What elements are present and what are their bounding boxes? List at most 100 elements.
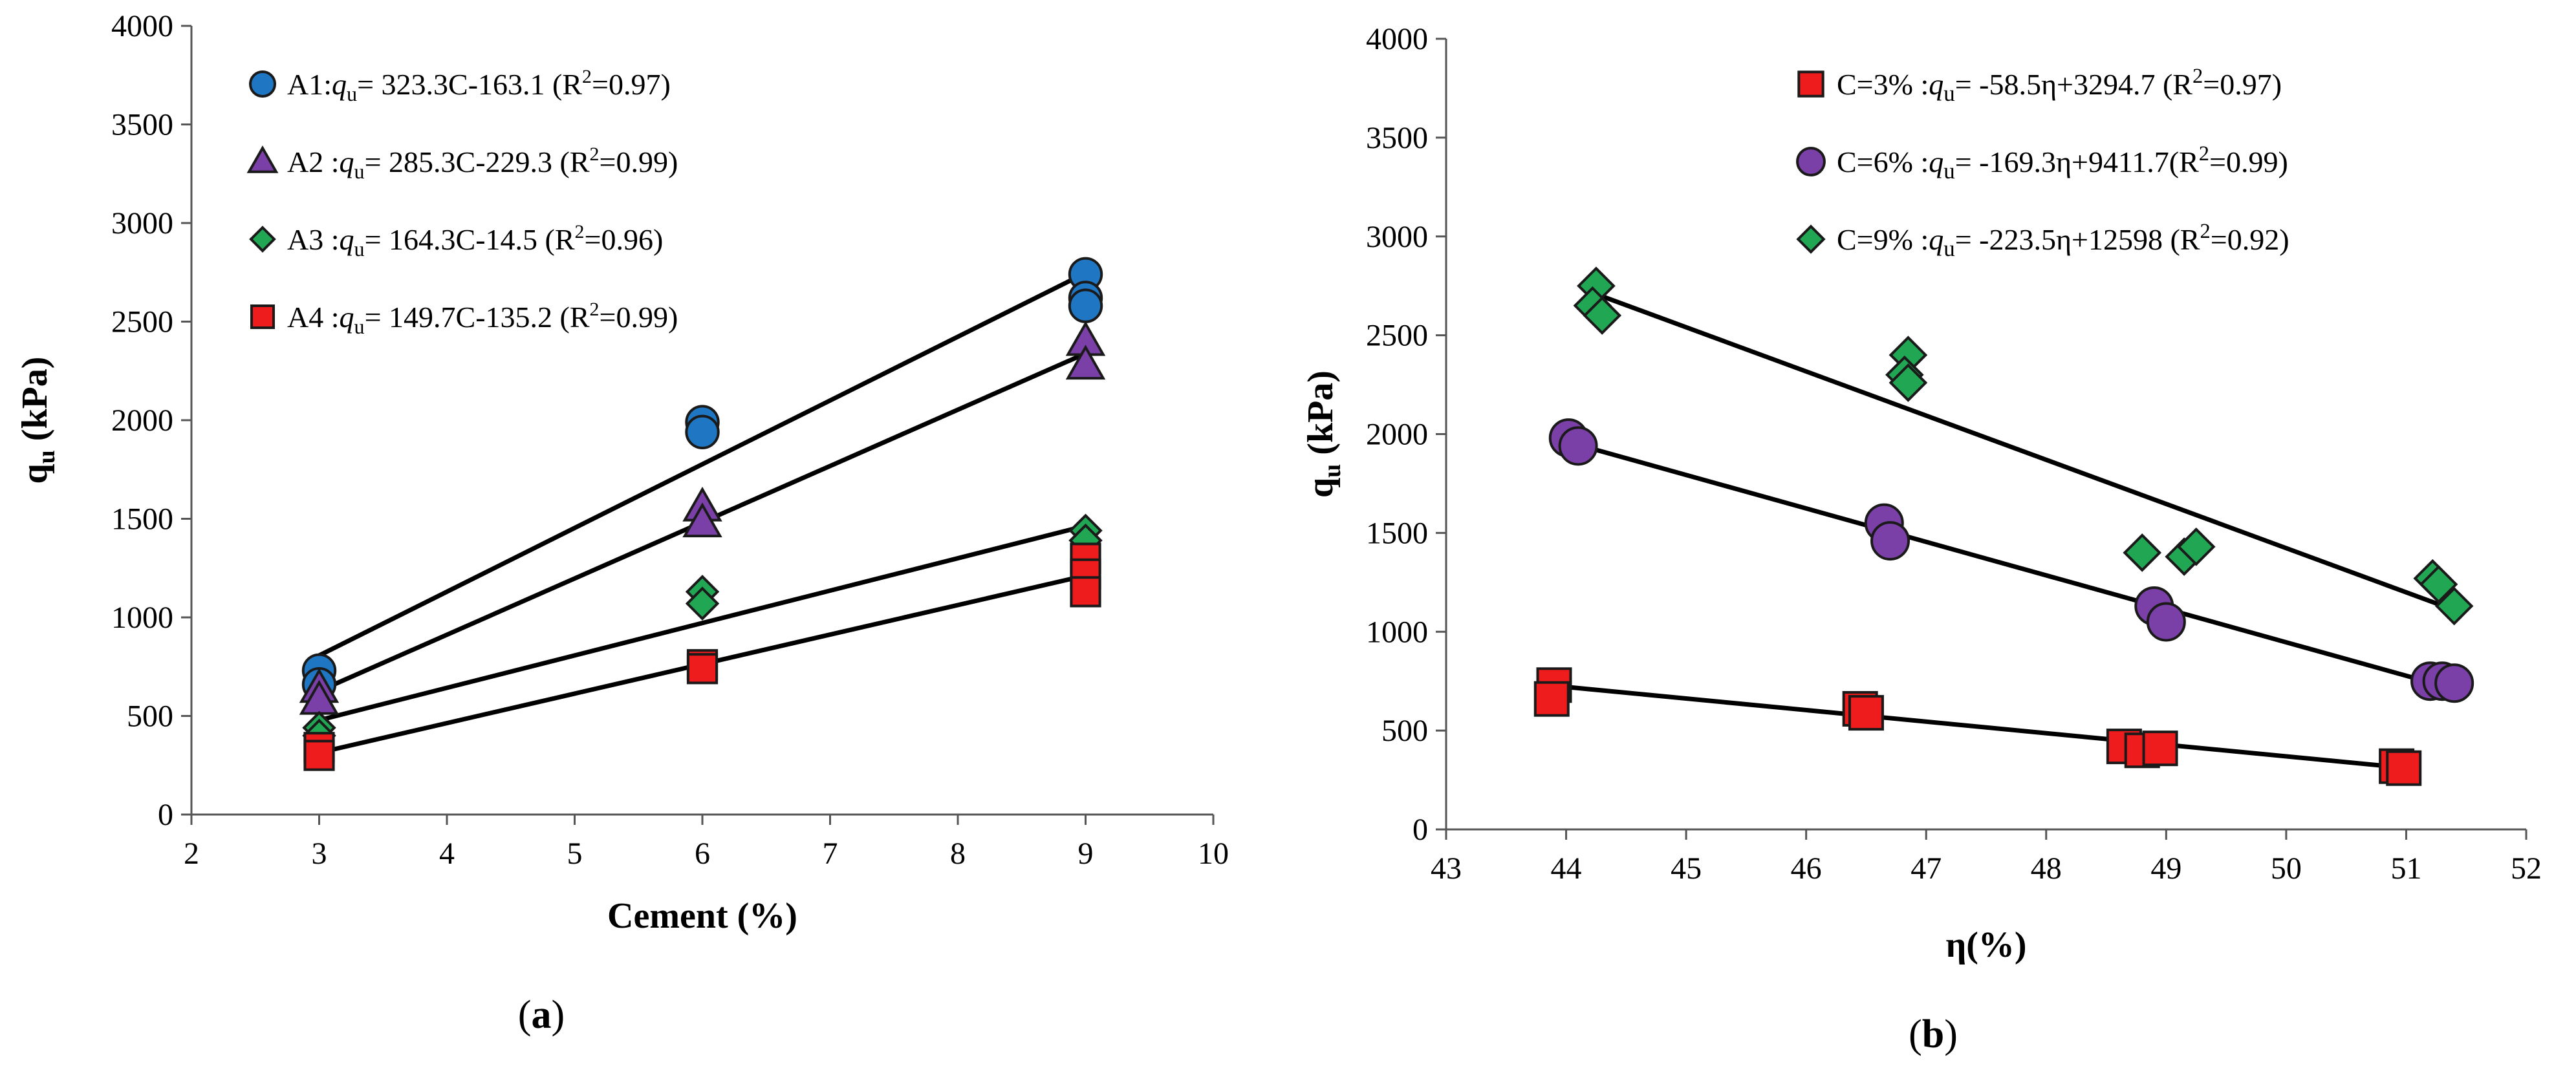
y-tick-label: 3000 <box>111 206 173 240</box>
data-point-a3 <box>685 586 720 621</box>
legend-marker-a2 <box>246 145 279 173</box>
y-tick-label: 1000 <box>111 601 173 635</box>
legend-q-symbol: q <box>1929 68 1943 101</box>
legend-q-symbol: q <box>340 145 354 178</box>
y-tick-label: 3500 <box>1366 121 1428 155</box>
panel-label-b: (b) <box>1909 1012 1958 1056</box>
x-tick-label: 7 <box>823 837 838 871</box>
legend-equation: = 164.3C-14.5 (R <box>365 223 575 256</box>
panel-label-open-paren: ( <box>518 993 532 1037</box>
panel-label-open-paren: ( <box>1909 1012 1922 1056</box>
legend-equation: = 285.3C-229.3 (R <box>365 145 590 178</box>
y-tick-label: 0 <box>1412 813 1428 847</box>
y-axis-title-base: q <box>1301 478 1341 498</box>
y-axis-title-base: q <box>15 464 55 484</box>
legend-entry-c3: C=3% :qu= -58.5η+3294.7 (R2=0.97) <box>1837 65 2282 106</box>
y-tick-label: 500 <box>127 699 173 734</box>
legend-q-subscript: u <box>354 237 365 261</box>
legend-series-name: A3 : <box>287 223 340 256</box>
legend-entry-a3: A3 :qu= 164.3C-14.5 (R2=0.96) <box>287 221 663 261</box>
x-tick-label: 4 <box>439 837 455 871</box>
y-tick-label: 4000 <box>111 9 173 43</box>
fit-line-a1 <box>318 271 1087 658</box>
y-axis-title-subscript: u <box>1319 464 1346 478</box>
y-tick-label: 2500 <box>111 305 173 339</box>
data-point-a4 <box>303 740 335 771</box>
data-point-a1 <box>1068 288 1103 323</box>
data-point-c9 <box>1889 363 1928 402</box>
y-tick-label: 1000 <box>1366 615 1428 649</box>
legend-r-value: =0.92) <box>2211 223 2289 256</box>
x-tick-label: 10 <box>1198 837 1229 871</box>
legend-r-value: =0.99) <box>2209 145 2288 178</box>
x-tick-label: 46 <box>1791 851 1822 886</box>
legend-entry-a1: A1:qu= 323.3C-163.1 (R2=0.97) <box>287 66 671 105</box>
panel-a-chart: 0 500 1000 1500 2000 2500 3000 3500 4000 2 3 4 5 6 7 8 9… <box>15 9 1229 1037</box>
legend-series-name: A4 : <box>287 301 340 334</box>
y-tick-label: 3500 <box>111 108 173 142</box>
legend-q-subscript: u <box>354 160 365 183</box>
legend-equation: = -223.5η+12598 (R <box>1955 223 2200 256</box>
legend-entry-c9: C=9% :qu= -223.5η+12598 (R2=0.92) <box>1837 220 2289 261</box>
panel-label-letter: b <box>1922 1012 1944 1056</box>
y-tick-label: 0 <box>158 798 173 832</box>
data-point-c6 <box>1870 521 1910 561</box>
panel-label-a: (a) <box>518 993 565 1037</box>
x-tick-label: 2 <box>184 837 199 871</box>
x-tick-label: 51 <box>2390 851 2421 886</box>
legend-entry-a4: A4 :qu= 149.7C-135.2 (R2=0.99) <box>287 299 678 338</box>
data-point-c3 <box>1533 681 1570 717</box>
legend-q-subscript: u <box>1943 81 1955 106</box>
data-point-c9 <box>2419 565 2458 604</box>
data-point-a4 <box>686 653 719 685</box>
x-tick-label: 8 <box>950 837 966 871</box>
legend-series-name: C=9% : <box>1837 223 1929 256</box>
legend-q-subscript: u <box>354 315 365 338</box>
data-point-c6 <box>1558 426 1598 466</box>
fit-line-c9 <box>1589 290 2455 612</box>
x-tick-label: 44 <box>1551 851 1582 886</box>
x-tick-label: 3 <box>312 837 327 871</box>
y-axis-title-unit: (kPa) <box>15 357 55 451</box>
data-point-c3 <box>1848 695 1884 731</box>
data-point-a1 <box>685 414 720 449</box>
data-point-c9 <box>2123 533 2162 572</box>
legend-q-subscript: u <box>347 82 357 105</box>
legend-equation: = 149.7C-135.2 (R <box>365 301 590 334</box>
data-point-a2 <box>682 502 722 538</box>
fit-line-a3 <box>318 524 1087 723</box>
legend-r-value: =0.99) <box>600 301 678 334</box>
y-tick-label: 2000 <box>111 403 173 438</box>
data-point-c3 <box>2386 750 2422 786</box>
y-axis-title-subscript: u <box>33 450 60 464</box>
legend-marker-a3 <box>249 226 276 253</box>
y-tick-label: 2500 <box>1366 319 1428 353</box>
legend-marker-c3 <box>1797 70 1824 98</box>
legend-equation: = -58.5η+3294.7 (R <box>1955 68 2193 101</box>
x-tick-label: 48 <box>2031 851 2062 886</box>
x-tick-label: 43 <box>1431 851 1462 886</box>
legend-series-name: C=6% : <box>1837 145 1929 178</box>
legend-r-value: =0.97) <box>2203 68 2282 101</box>
legend-marker-c6 <box>1796 147 1826 176</box>
legend-r-value: =0.99) <box>600 145 678 178</box>
legend-r-superscript: 2 <box>575 221 585 242</box>
x-tick-label: 50 <box>2271 851 2302 886</box>
data-point-c9 <box>2176 527 2216 566</box>
y-axis-title-unit: (kPa) <box>1301 370 1341 464</box>
y-tick-label: 3000 <box>1366 220 1428 254</box>
y-axis-title: qu (kPa) <box>1301 370 1346 498</box>
y-tick-label: 4000 <box>1366 22 1428 56</box>
legend-marker-c9 <box>1796 224 1826 254</box>
x-tick-label: 52 <box>2511 851 2542 886</box>
y-tick-label: 1500 <box>111 502 173 537</box>
legend-q-symbol: q <box>340 301 354 334</box>
legend-r-superscript: 2 <box>590 144 600 165</box>
legend-q-symbol: q <box>1929 223 1943 256</box>
y-axis-title: qu (kPa) <box>15 357 60 484</box>
legend-q-subscript: u <box>1943 236 1955 261</box>
legend-q-subscript: u <box>1943 158 1955 184</box>
legend-entry-a2: A2 :qu= 285.3C-229.3 (R2=0.99) <box>287 144 678 183</box>
legend-r-superscript: 2 <box>2199 142 2209 165</box>
